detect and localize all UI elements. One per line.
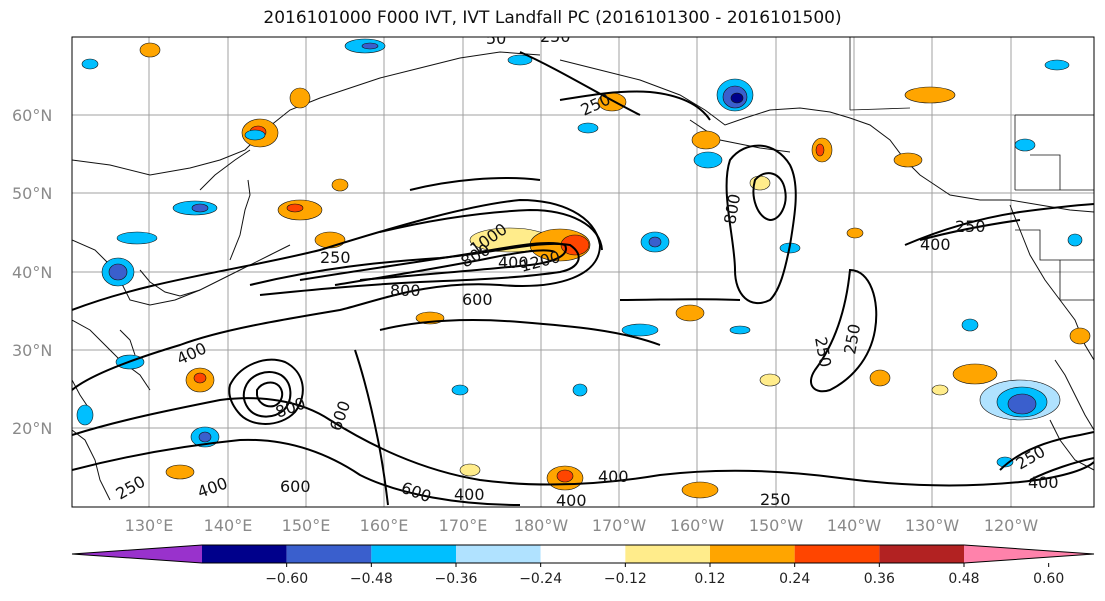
contour-label: 600: [462, 290, 493, 309]
colorbar-segment: [540, 545, 626, 563]
lon-label: 140°E: [204, 516, 253, 535]
contour-label: 400: [920, 235, 951, 254]
lat-label: 20°N: [12, 419, 52, 438]
colorbar-tick-label: 0.60: [1033, 571, 1064, 587]
lon-label: 160°W: [670, 516, 725, 535]
lon-label: 150°E: [282, 516, 331, 535]
graticule: [72, 37, 1094, 507]
colorbar-tick-label: −0.24: [519, 571, 562, 587]
colorbar-segment: [202, 545, 287, 563]
lon-label: 130°E: [125, 516, 174, 535]
lon-label: 170°E: [439, 516, 488, 535]
lon-label: 180°W: [514, 516, 569, 535]
colorbar-outline: [71, 544, 1095, 564]
map-frame: [71, 36, 1095, 508]
lon-label: 140°W: [827, 516, 882, 535]
contour-label: 250: [760, 490, 791, 509]
colorbar-segment: [710, 545, 795, 563]
contour-label: 400: [498, 253, 529, 272]
ivt-contours: [72, 51, 1094, 506]
contour-label: 250: [955, 217, 986, 236]
colorbar-tick-label: −0.48: [350, 571, 393, 587]
colorbar-extend-high: [964, 545, 1094, 563]
lat-label: 30°N: [12, 341, 52, 360]
contour-label: 50: [486, 29, 506, 48]
colorbar-segment: [286, 545, 372, 563]
contour-label: 600: [280, 477, 311, 496]
lon-label: 150°W: [749, 516, 804, 535]
lat-label: 40°N: [12, 263, 52, 282]
colorbar-tick-label: −0.12: [604, 571, 647, 587]
contour-label: 400: [598, 467, 629, 486]
colorbar-tick-label: 0.12: [694, 571, 725, 587]
lat-label: 50°N: [12, 184, 52, 203]
contour-label: 400: [556, 491, 587, 510]
lon-label: 170°W: [592, 516, 647, 535]
colorbar-segment: [456, 545, 541, 563]
contour-label: 400: [1028, 473, 1059, 492]
colorbar-segment: [625, 545, 710, 563]
contour-label: 250: [320, 248, 351, 267]
colorbar: −0.60 −0.48 −0.36 −0.24 −0.12 0.12 0.24 0.36 0.4…: [71, 544, 1095, 587]
colorbar-tick-label: 0.24: [779, 571, 810, 587]
lon-label: 120°W: [984, 516, 1039, 535]
colorbar-tick-label: 0.48: [948, 571, 979, 587]
colorbar-tick-label: −0.36: [435, 571, 478, 587]
colorbar-segment: [371, 545, 456, 563]
lon-label: 130°W: [905, 516, 960, 535]
colorbar-extend-low: [72, 545, 202, 563]
longitude-labels: 130°E 140°E 150°E 160°E 170°E 180°W 170°…: [125, 516, 1039, 535]
colorbar-segment: [879, 545, 964, 563]
contour-label: 250: [540, 27, 571, 46]
borders: [849, 37, 1094, 301]
map-title: 2016101000 F000 IVT, IVT Landfall PC (20…: [263, 8, 842, 28]
colorbar-segment: [794, 545, 880, 563]
contour-label: 800: [390, 281, 421, 300]
latitude-labels: 60°N 50°N 40°N 30°N 20°N: [12, 106, 52, 438]
colorbar-tick-label: 0.36: [864, 571, 895, 587]
colorbar-tick-label: −0.60: [265, 571, 308, 587]
lat-label: 60°N: [12, 106, 52, 125]
lon-label: 160°E: [360, 516, 409, 535]
contour-label: 400: [454, 485, 485, 504]
